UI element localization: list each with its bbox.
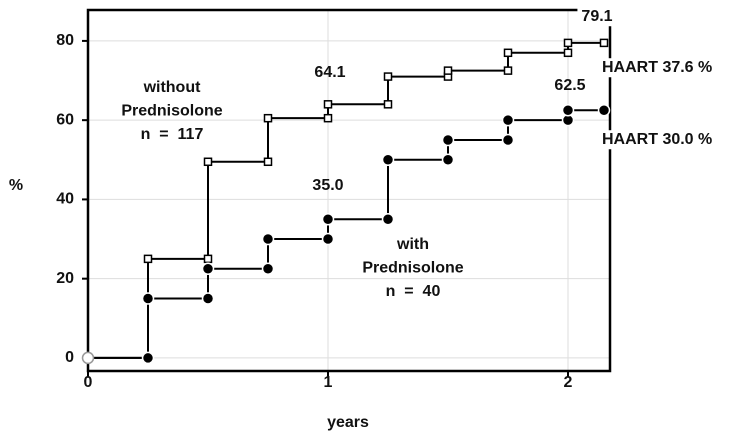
circle-marker <box>261 262 275 276</box>
annotation: with <box>396 236 429 253</box>
circle-marker <box>381 153 395 167</box>
annotation: without <box>143 79 202 96</box>
square-marker <box>203 254 213 264</box>
x-tick-label: 2 <box>564 374 573 391</box>
y-tick-label: 60 <box>56 111 74 128</box>
annotation-background <box>598 58 717 78</box>
y-axis-label: % <box>9 177 23 194</box>
circle-marker <box>141 351 155 365</box>
circle-marker <box>561 104 575 117</box>
x-tick-label: 1 <box>324 374 333 391</box>
annotation-background <box>577 7 617 27</box>
circle-marker <box>381 212 395 226</box>
y-tick-label: 40 <box>56 191 74 208</box>
x-tick-label: 0 <box>84 374 93 391</box>
square-marker <box>503 48 513 58</box>
annotation: n = 117 <box>141 126 204 143</box>
square-marker <box>599 38 609 48</box>
circle-marker <box>501 113 515 127</box>
circle-marker <box>201 262 215 276</box>
plot-frame <box>86 8 612 373</box>
annotation-background <box>598 130 717 150</box>
circle-marker <box>441 153 455 167</box>
square-marker <box>443 66 453 75</box>
annotation: n = 40 <box>386 283 441 300</box>
y-tick-label: 0 <box>65 349 74 366</box>
square-marker <box>263 157 273 167</box>
y-tick-label: 80 <box>56 32 74 49</box>
series-line <box>88 109 604 359</box>
circle-marker <box>321 232 335 246</box>
square-marker <box>203 157 213 167</box>
annotation: 35.0 <box>312 177 343 194</box>
circle-marker <box>501 133 515 147</box>
square-marker <box>263 113 273 123</box>
circle-marker <box>597 104 611 117</box>
circle-marker <box>81 351 95 365</box>
square-marker <box>563 38 573 48</box>
square-marker <box>383 100 393 109</box>
square-marker <box>563 48 573 58</box>
circle-marker <box>321 212 335 226</box>
x-axis-label: years <box>327 414 369 431</box>
circle-marker <box>441 133 455 147</box>
annotation: Prednisolone <box>121 103 222 120</box>
circle-marker <box>141 292 155 305</box>
y-tick-label: 20 <box>56 270 74 287</box>
square-marker <box>323 113 333 123</box>
square-marker <box>323 100 333 109</box>
square-marker <box>503 66 513 75</box>
annotation: 79.1 <box>581 8 612 25</box>
square-marker <box>143 254 153 264</box>
circle-marker <box>201 292 215 305</box>
annotation: Prednisolone <box>362 260 463 277</box>
annotation: HAART 37.6 % <box>602 59 712 76</box>
circle-marker <box>261 232 275 246</box>
annotation: HAART 30.0 % <box>602 131 712 148</box>
square-marker <box>383 72 393 81</box>
annotation: 64.1 <box>314 64 345 81</box>
annotation: 62.5 <box>554 77 585 94</box>
series-line <box>88 41 604 359</box>
